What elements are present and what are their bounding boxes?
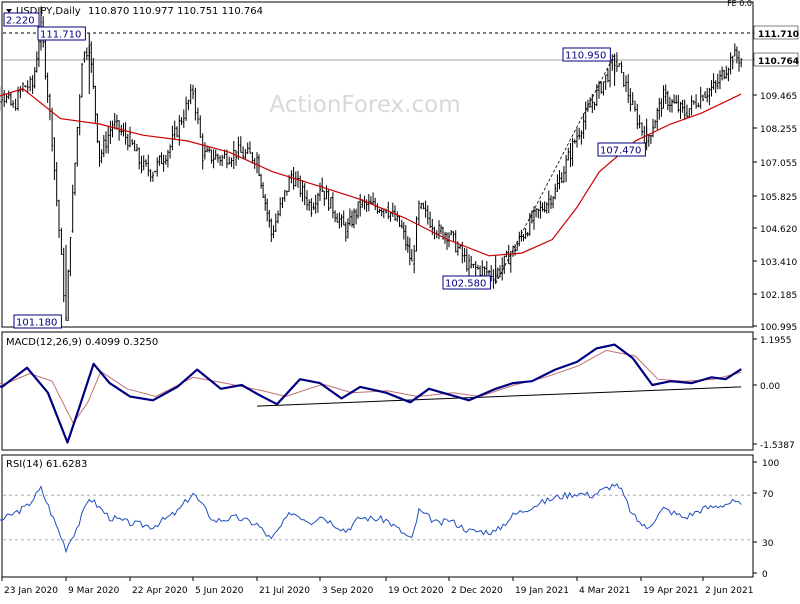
x-tick-label: 2 Jun 2021	[705, 586, 753, 596]
fe-label: FE 0.0	[727, 0, 752, 8]
macd-y-axis: 1.1955 0.00 -1.5387	[753, 336, 795, 451]
annotation-box	[13, 314, 62, 329]
price-ohlc-bars	[0, 6, 743, 321]
annotation-label: 101.180	[16, 318, 57, 329]
current-price-tag-text: 110.764	[758, 57, 799, 67]
annotation-box	[562, 47, 611, 62]
macd-panel-frame	[1, 331, 754, 451]
annotation-label: 2.220	[6, 16, 35, 27]
price-y-tick-label: 104.620	[760, 225, 797, 235]
price-y-tick-label: 100.995	[760, 323, 797, 333]
price-y-tick-label: 108.255	[760, 125, 797, 135]
rsi-y-tick-label: 0	[762, 570, 768, 580]
annotation-box	[37, 26, 86, 41]
rsi-y-tick-label: 100	[762, 459, 779, 469]
price-y-tick-label: 103.410	[760, 258, 797, 268]
rsi-layer	[0, 483, 752, 554]
rsi-panel-frame	[1, 454, 754, 578]
annotation-label: 102.580	[445, 279, 486, 290]
price-y-tick-label: 105.825	[760, 193, 797, 203]
x-tick-label: 22 Apr 2020	[132, 586, 188, 596]
resistance-price-tag-box	[753, 25, 799, 40]
macd-y-tick-label: 0.00	[760, 382, 780, 392]
collapse-arrow-icon[interactable]	[6, 9, 12, 13]
ohlc-values: 110.870 110.977 110.751 110.764	[88, 6, 263, 17]
annotation-box	[442, 275, 491, 290]
macd-y-tick-label: -1.5387	[760, 441, 795, 451]
x-tick-label: 2 Dec 2020	[451, 586, 503, 596]
symbol-label: USDJPY,Daily	[16, 6, 81, 17]
macd-trendline	[256, 386, 742, 407]
rsi-y-tick-label: 30	[762, 539, 774, 549]
x-axis: 23 Jan 2020 9 Mar 2020 22 Apr 2020 5 Jun 20…	[1, 577, 753, 596]
x-tick-label: 3 Sep 2020	[322, 586, 374, 596]
rsi-line	[0, 483, 742, 554]
x-tick-label: 21 Jul 2020	[259, 586, 310, 596]
x-tick-label: 4 Mar 2021	[579, 586, 630, 596]
annotation-label: 111.710	[40, 30, 81, 41]
x-tick-label: 19 Oct 2020	[388, 586, 444, 596]
resistance-price-tag-text: 111.710	[758, 30, 799, 40]
rsi-title: RSI(14) 61.6283	[6, 459, 87, 470]
x-tick-label: 19 Apr 2021	[643, 586, 699, 596]
watermark: ActionForex.com	[269, 92, 460, 118]
chart-header: USDJPY,Daily 110.870 110.977 110.751 110…	[6, 0, 752, 17]
x-tick-label: 9 Mar 2020	[68, 586, 120, 596]
rsi-y-axis: 100 70 30 0	[753, 459, 779, 580]
macd-line	[0, 343, 742, 444]
price-y-tick-label: 109.465	[760, 92, 797, 102]
current-price-tag-box	[753, 52, 799, 67]
price-y-tick-label: 107.055	[760, 159, 797, 169]
macd-signal-line	[0, 349, 742, 425]
price-grid	[3, 32, 752, 61]
x-tick-label: 5 Jun 2020	[195, 586, 244, 596]
annotation-box	[3, 12, 40, 27]
annotation-label: 107.470	[600, 146, 641, 157]
macd-y-tick-label: 1.1955	[760, 336, 792, 346]
annotation-box	[597, 142, 646, 157]
price-panel-frame	[1, 1, 754, 328]
fibo-dashed-line	[495, 54, 615, 284]
macd-layer	[0, 343, 742, 444]
price-bars	[0, 6, 743, 322]
annotation-label: 110.950	[565, 51, 606, 62]
x-tick-label: 23 Jan 2020	[4, 586, 58, 596]
price-annotations: 2.220 111.710 101.180 110.950 107.470 102.580	[3, 12, 646, 329]
price-y-axis: 109.465 108.255 107.055 105.825 104.620 103.4…	[753, 25, 799, 333]
x-tick-label: 19 Jan 2021	[515, 586, 569, 596]
price-y-tick-label: 102.185	[760, 291, 797, 301]
rsi-y-tick-label: 70	[762, 490, 774, 500]
macd-title: MACD(12,26,9) 0.4099 0.3250	[6, 337, 158, 348]
